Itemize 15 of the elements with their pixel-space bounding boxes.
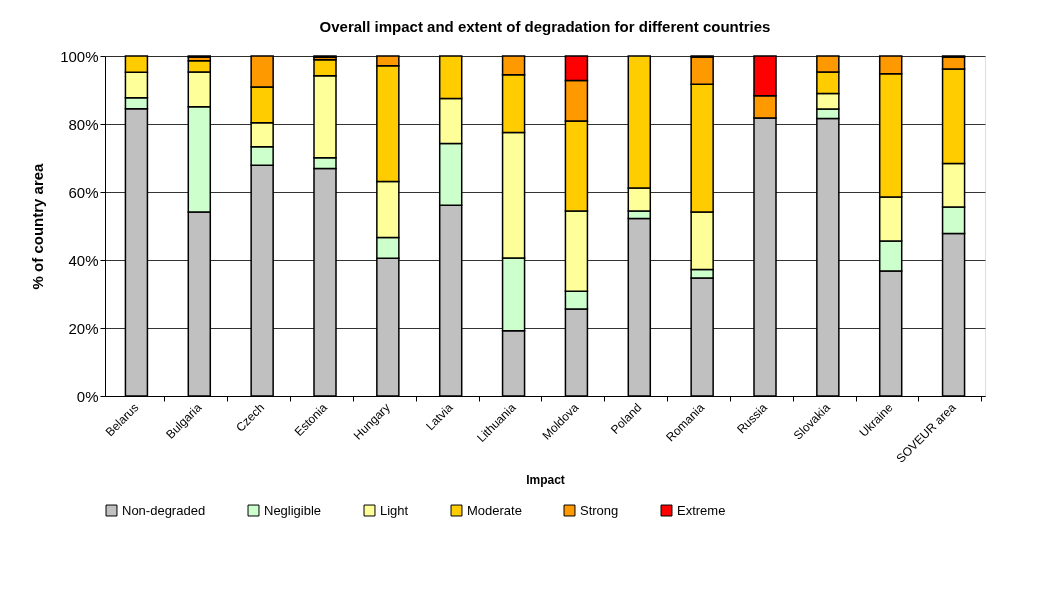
x-axis-title: Impact bbox=[526, 472, 565, 487]
legend-label: Extreme bbox=[677, 502, 726, 518]
y-tick-label: 80% bbox=[68, 115, 99, 133]
y-tick-label: 60% bbox=[68, 183, 99, 201]
y-tick-label: 0% bbox=[76, 387, 99, 405]
y-tick-label: 100% bbox=[60, 47, 99, 65]
legend-label: Non-degraded bbox=[122, 502, 206, 518]
legend-label: Moderate bbox=[467, 502, 522, 518]
chart-title: Overall impact and extent of degradation for different countries bbox=[319, 18, 771, 35]
y-tick-label: 20% bbox=[68, 319, 99, 337]
legend-label: Negligible bbox=[264, 502, 322, 518]
legend-label: Light bbox=[380, 502, 409, 518]
y-tick-label: 40% bbox=[68, 251, 99, 269]
y-axis-title: % of country area bbox=[29, 162, 47, 290]
legend-label: Strong bbox=[580, 502, 619, 518]
